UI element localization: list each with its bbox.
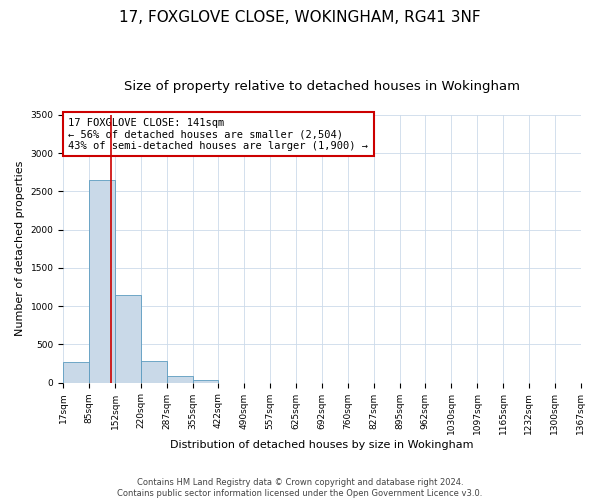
Bar bbox=[115, 296, 141, 382]
Title: Size of property relative to detached houses in Wokingham: Size of property relative to detached ho… bbox=[124, 80, 520, 93]
Text: 17 FOXGLOVE CLOSE: 141sqm
← 56% of detached houses are smaller (2,504)
43% of se: 17 FOXGLOVE CLOSE: 141sqm ← 56% of detac… bbox=[68, 118, 368, 151]
X-axis label: Distribution of detached houses by size in Wokingham: Distribution of detached houses by size … bbox=[170, 440, 473, 450]
Bar bbox=[193, 380, 218, 382]
Text: Contains HM Land Registry data © Crown copyright and database right 2024.
Contai: Contains HM Land Registry data © Crown c… bbox=[118, 478, 482, 498]
Text: 17, FOXGLOVE CLOSE, WOKINGHAM, RG41 3NF: 17, FOXGLOVE CLOSE, WOKINGHAM, RG41 3NF bbox=[119, 10, 481, 25]
Y-axis label: Number of detached properties: Number of detached properties bbox=[15, 161, 25, 336]
Bar bbox=[141, 361, 167, 382]
Bar bbox=[167, 376, 193, 382]
Bar bbox=[63, 362, 89, 382]
Bar bbox=[89, 180, 115, 382]
